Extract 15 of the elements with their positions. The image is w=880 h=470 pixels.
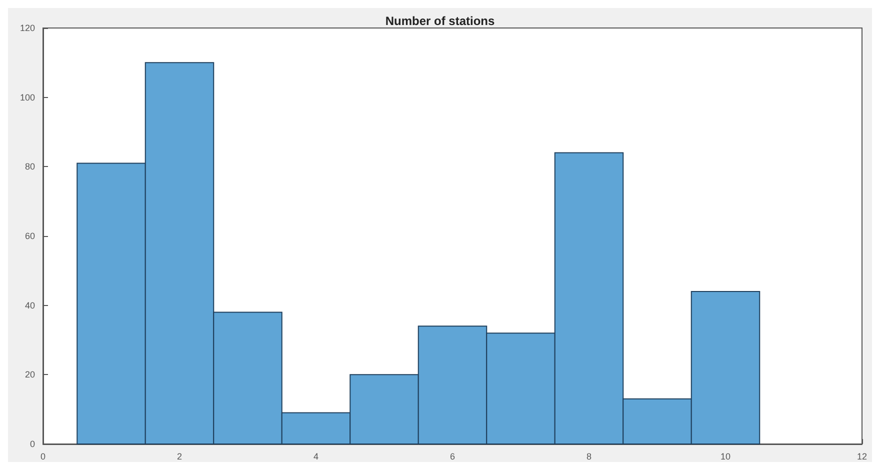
y-tick-label: 20 [24,370,35,380]
x-tick-label: 12 [856,452,868,462]
y-tick-label: 120 [20,23,35,33]
x-tick-label: 4 [313,452,319,462]
x-tick-label: 6 [450,452,456,462]
x-tick-label: 0 [40,452,46,462]
y-tick-label: 60 [24,231,35,241]
y-tick-label: 40 [24,300,35,310]
y-tick-label: 100 [20,92,35,102]
x-tick-label: 10 [720,452,731,462]
y-tick-label: 0 [30,439,35,449]
y-tick-label: 80 [24,162,35,172]
x-tick-label: 8 [586,452,592,462]
x-tick-label: 2 [176,452,182,462]
chart-title: Number of stations [385,14,495,28]
